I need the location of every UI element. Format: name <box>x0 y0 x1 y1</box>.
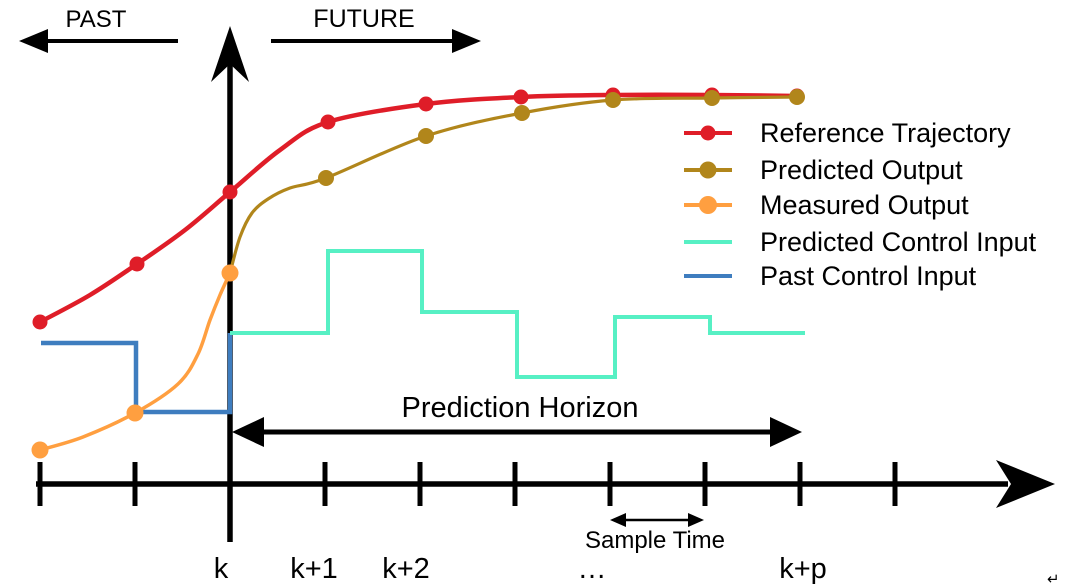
data-point-predicted-output <box>418 128 434 144</box>
legend-label: Predicted Output <box>760 155 963 185</box>
data-point-reference-trajectory <box>320 114 336 130</box>
legend-label: Reference Trajectory <box>760 118 1011 148</box>
x-axis-ticks <box>37 462 898 506</box>
series-reference-trajectory <box>32 87 805 330</box>
future-arrowhead-icon <box>452 29 481 53</box>
sample-time-right-arrowhead-icon <box>688 513 704 527</box>
data-point-reference-trajectory <box>513 89 529 105</box>
series-line-reference-trajectory <box>38 92 798 324</box>
prediction-horizon-annotation: Prediction Horizon <box>232 392 802 447</box>
tick-label-k-1: k+1 <box>290 553 338 585</box>
legend-swatch-dot <box>699 196 717 214</box>
past-arrow <box>19 29 178 53</box>
data-point-predicted-output <box>789 89 805 105</box>
data-point-measured-output <box>126 404 144 422</box>
x-axis-tick-labels: k k+1 k+2 … k+p <box>214 553 827 585</box>
series-line-predicted-output <box>228 95 798 274</box>
prediction-horizon-right-arrowhead-icon <box>770 417 802 447</box>
data-point-predicted-output <box>318 170 334 186</box>
legend-swatch-dot <box>700 125 716 141</box>
series-line-predicted-control-input <box>230 249 805 379</box>
data-point-reference-trajectory <box>32 314 48 330</box>
data-point-reference-trajectory <box>129 256 145 272</box>
legend-item-past-control-input: Past Control Input <box>684 261 977 291</box>
legend-item-predicted-control-input: Predicted Control Input <box>684 227 1037 257</box>
legend-item-measured-output: Measured Output <box>684 190 969 220</box>
legend-label: Past Control Input <box>760 261 977 291</box>
y-axis-arrowhead-icon <box>211 26 249 82</box>
data-point-measured-output <box>221 264 239 282</box>
future-arrow <box>271 29 481 53</box>
tick-label-k: k <box>214 553 229 585</box>
series-predicted-control-input <box>230 249 805 379</box>
sample-time-annotation: Sample Time <box>585 513 725 554</box>
future-label: FUTURE <box>313 5 414 33</box>
data-point-reference-trajectory <box>418 96 434 112</box>
legend-item-predicted-output: Predicted Output <box>684 155 963 185</box>
legend-label: Measured Output <box>760 190 969 220</box>
tick-label-: … <box>578 553 607 585</box>
series-plot-area <box>31 87 805 459</box>
x-axis-arrowhead-icon <box>996 460 1055 508</box>
legend-label: Predicted Control Input <box>760 227 1037 257</box>
past-arrowhead-icon <box>19 29 48 53</box>
tick-label-k-p: k+p <box>779 553 827 585</box>
tick-label-k-2: k+2 <box>382 553 430 585</box>
legend: Reference Trajectory Predicted Output Meas… <box>684 118 1037 291</box>
data-point-predicted-output <box>605 92 621 108</box>
return-mark-icon: ↵ <box>1047 571 1060 587</box>
data-point-predicted-output <box>704 90 720 106</box>
legend-swatch-dot <box>699 161 717 179</box>
prediction-horizon-left-arrowhead-icon <box>232 417 264 447</box>
series-measured-output <box>31 264 239 459</box>
series-line-measured-output <box>39 272 232 452</box>
series-predicted-output <box>228 89 805 274</box>
data-point-measured-output <box>31 441 49 459</box>
past-label: PAST <box>66 6 127 33</box>
x-axis: k k+1 k+2 … k+p <box>36 460 1055 585</box>
sample-time-label: Sample Time <box>585 527 725 554</box>
legend-item-reference-trajectory: Reference Trajectory <box>684 118 1011 148</box>
sample-time-left-arrowhead-icon <box>610 513 626 527</box>
data-point-predicted-output <box>514 105 530 121</box>
data-point-reference-trajectory <box>222 184 238 200</box>
prediction-horizon-label: Prediction Horizon <box>402 392 639 424</box>
past-future-annotations: PAST FUTURE <box>19 5 481 53</box>
